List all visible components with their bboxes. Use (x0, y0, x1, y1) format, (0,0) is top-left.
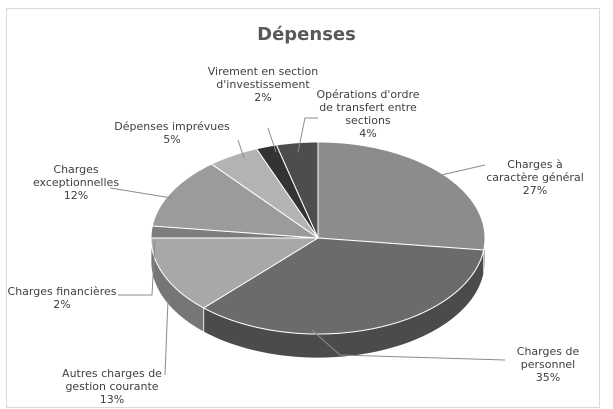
category-label: Charges de personnel (516, 345, 580, 371)
data-label: Virement en section d'investissement 2% (203, 65, 323, 104)
leader-lines (109, 117, 506, 376)
data-label: Charges exceptionnelles 12% (26, 163, 126, 202)
value-label: 13% (99, 393, 125, 406)
value-label: 2% (53, 298, 71, 311)
value-label: 4% (359, 127, 377, 140)
leader-line (109, 187, 173, 199)
pie-slice (202, 237, 485, 335)
category-label: Autres charges de gestion courante (62, 367, 162, 393)
leader-line (311, 329, 506, 361)
leader-line (427, 164, 486, 179)
pie-slice (317, 141, 486, 251)
data-label: Opérations d'ordre de transfert entre se… (313, 88, 423, 140)
pie-slice (151, 163, 320, 239)
leader-line (297, 117, 318, 153)
data-label: Autres charges de gestion courante 13% (52, 367, 172, 406)
data-label: Charges de personnel 35% (508, 345, 588, 384)
data-label: Charges financières 2% (7, 285, 117, 311)
category-label: Charges à caractère général (486, 158, 584, 184)
category-label: Dépenses imprévues (114, 120, 230, 133)
value-label: 5% (163, 133, 181, 146)
data-label: Charges à caractère général 27% (480, 158, 590, 197)
pie-slice (275, 141, 319, 239)
leader-line (267, 127, 277, 153)
value-label: 12% (63, 189, 89, 202)
value-label: 35% (535, 371, 561, 384)
value-label: 27% (522, 184, 548, 197)
pie-tops (150, 141, 486, 335)
leader-line (118, 239, 156, 296)
leader-line (237, 139, 245, 159)
category-label: Virement en section d'investissement (207, 65, 319, 91)
category-label: Charges exceptionnelles (32, 163, 120, 189)
pie-slice (210, 148, 319, 239)
chart-frame (6, 8, 600, 408)
leader-line (164, 299, 169, 376)
category-label: Opérations d'ordre de transfert entre se… (316, 88, 420, 127)
data-label: Dépenses imprévues 5% (107, 120, 237, 146)
chart-title: Dépenses (257, 24, 356, 45)
category-label: Charges financières (7, 285, 117, 298)
value-label: 2% (254, 91, 272, 104)
pie-slice (150, 237, 320, 309)
